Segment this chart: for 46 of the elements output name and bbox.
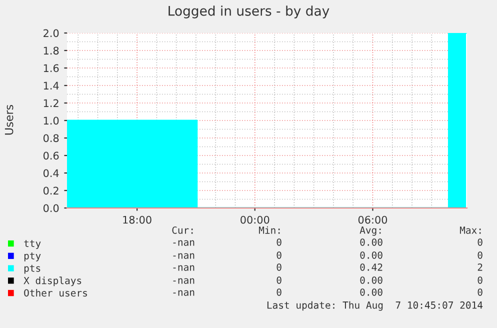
y-tick-label: 1.0 — [44, 116, 59, 125]
text: 0 — [478, 288, 482, 296]
y-axis-title: Users — [4, 104, 14, 135]
text: 0.42 — [360, 263, 382, 271]
y-tick-label: 1.4 — [44, 82, 59, 90]
text: -nan — [173, 278, 194, 284]
text: 0.00 — [360, 276, 382, 284]
y-tick-label: 0.2 — [43, 186, 58, 195]
legend-label: Other users — [24, 289, 87, 297]
text: -nan — [173, 253, 194, 259]
y-tick-label: 1.2 — [44, 99, 58, 107]
x-tick-label: 06:00 — [358, 216, 388, 224]
text: 2 — [478, 263, 482, 271]
text: Max: — [460, 226, 481, 234]
text: -nan — [173, 290, 194, 296]
text: 0.00 — [360, 251, 382, 259]
text: 0 — [276, 276, 282, 284]
y-tick-label: 0.8 — [43, 134, 59, 142]
text: 0 — [478, 251, 482, 259]
text: 0 — [478, 276, 482, 284]
text: Min: — [258, 226, 280, 234]
y-tick-label: 2.0 — [44, 29, 59, 38]
x-tick-label: 18:00 — [123, 216, 152, 224]
text: 0 — [276, 238, 282, 246]
text: Cur: — [172, 226, 193, 234]
y-tick-label: 0.4 — [43, 169, 59, 178]
text: 0 — [478, 238, 482, 246]
legend-label: X displays — [24, 276, 82, 286]
x-tick-label: 00:00 — [240, 216, 270, 224]
text: 0 — [276, 251, 282, 259]
text: Last update: Thu Aug 7 10:45:07 2014 — [267, 301, 483, 311]
text: Avg: — [360, 226, 381, 236]
y-tick-label: 1.6 — [44, 64, 59, 72]
text: 0.00 — [360, 288, 382, 296]
text: 0 — [276, 263, 282, 271]
y-tick-label: 1.8 — [44, 46, 59, 55]
text: -nan — [173, 240, 194, 246]
text: 0 — [276, 288, 282, 296]
y-tick-label: 0.0 — [43, 204, 59, 212]
y-tick-label: 0.6 — [43, 152, 59, 160]
legend-label: pts — [24, 264, 40, 274]
legend-label: tty — [24, 240, 41, 249]
text: 0.00 — [360, 238, 382, 246]
chart-title: Logged in users - by day — [168, 6, 330, 18]
text: -nan — [173, 265, 194, 271]
legend-label: pty — [24, 252, 41, 262]
